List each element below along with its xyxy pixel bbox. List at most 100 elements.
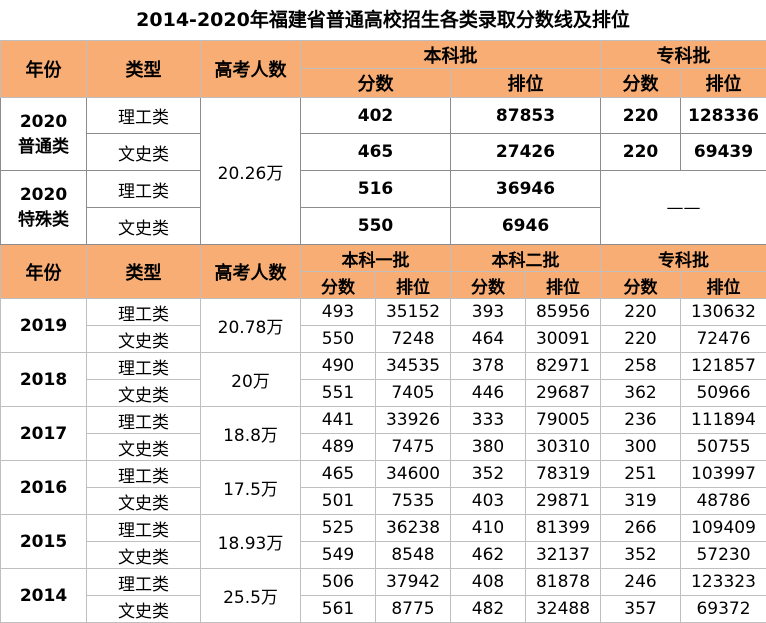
table-row: 文史类 551 7405 446 29687 362 50966 [1, 379, 766, 407]
bachelor-score: 550 [300, 207, 451, 245]
year-2020-special-cell: 2020 特殊类 [0, 170, 87, 245]
second-score: 380 [450, 433, 526, 461]
year-2020-normal-year: 2020 [19, 111, 68, 132]
header-year: 年份 [0, 40, 87, 98]
second-rank: 32137 [525, 541, 601, 569]
row-type: 理工类 [86, 298, 201, 326]
bachelor-score: 402 [300, 97, 451, 134]
junior-score: 220 [600, 133, 681, 171]
second-rank: 79005 [525, 406, 601, 434]
bachelor-score: 516 [300, 170, 451, 208]
second-score: 462 [450, 541, 526, 569]
row-type: 理工类 [86, 406, 201, 434]
first-rank: 33926 [375, 406, 451, 434]
first-score: 441 [300, 406, 376, 434]
header-junior-score: 分数 [600, 68, 681, 98]
row-type: 文史类 [86, 325, 201, 353]
row-type: 理工类 [86, 170, 201, 208]
second-rank: 81878 [525, 568, 601, 596]
first-rank: 34535 [375, 352, 451, 380]
junior-dash: —— [600, 170, 766, 245]
first-rank: 7475 [375, 433, 451, 461]
header-year: 年份 [0, 244, 87, 299]
candidates-cell: 20万 [200, 352, 301, 407]
first-rank: 7535 [375, 487, 451, 515]
second-score: 378 [450, 352, 526, 380]
table-row: 2014 理工类 25.5万 506 37942 408 81878 246 123323 [0, 568, 766, 623]
second-score: 446 [450, 379, 526, 407]
junior-score: 266 [600, 514, 681, 542]
table-row: 2016 理工类 17.5万 465 34600 352 78319 251 103997 [0, 460, 766, 515]
candidates-cell: 25.5万 [200, 568, 301, 623]
junior-rank: 123323 [680, 568, 766, 596]
first-rank: 7405 [375, 379, 451, 407]
year-2020-normal-cell: 2020 普通类 [0, 97, 87, 171]
header-junior: 专科批 [600, 40, 766, 69]
header-type: 类型 [86, 40, 201, 98]
junior-score: 300 [600, 433, 681, 461]
row-type: 文史类 [86, 541, 201, 569]
candidates-2020: 20.26万 [200, 97, 301, 245]
junior-score: 319 [600, 487, 681, 515]
header-score: 分数 [300, 271, 376, 299]
admission-score-table: 年份 类型 高考人数 本科批 专科批 分数 排位 分数 排位 2020 普通类 … [0, 40, 766, 623]
second-score: 408 [450, 568, 526, 596]
second-score: 333 [450, 406, 526, 434]
year-cell: 2018 [0, 352, 87, 407]
second-rank: 85956 [525, 298, 601, 326]
second-score: 403 [450, 487, 526, 515]
first-score: 549 [300, 541, 376, 569]
junior-rank: 57230 [680, 541, 766, 569]
first-score: 561 [300, 595, 376, 623]
bachelor-score: 465 [300, 133, 451, 171]
bachelor-rank: 36946 [450, 170, 601, 208]
header-bachelor-score: 分数 [300, 68, 451, 98]
second-rank: 30091 [525, 325, 601, 353]
header-rank: 排位 [680, 271, 766, 299]
second-score: 352 [450, 460, 526, 488]
header-rank: 排位 [375, 271, 451, 299]
header-bachelor: 本科批 [300, 40, 601, 69]
header-junior-rank: 排位 [680, 68, 766, 98]
second-rank: 29687 [525, 379, 601, 407]
junior-rank: 109409 [680, 514, 766, 542]
junior-score: 220 [600, 298, 681, 326]
header-candidates: 高考人数 [200, 244, 301, 299]
junior-rank: 121857 [680, 352, 766, 380]
bachelor-rank: 27426 [450, 133, 601, 171]
row-type: 文史类 [86, 595, 201, 623]
second-rank: 81399 [525, 514, 601, 542]
first-score: 506 [300, 568, 376, 596]
table-row: 2017 理工类 18.8万 441 33926 333 79005 236 111894 [0, 406, 766, 461]
table-title: 2014-2020年福建省普通高校招生各类录取分数线及排位 [136, 9, 630, 31]
junior-score: 352 [600, 541, 681, 569]
first-rank: 34600 [375, 460, 451, 488]
second-score: 410 [450, 514, 526, 542]
junior-rank: 72476 [680, 325, 766, 353]
table-row: 2019 理工类 20.78万 493 35152 393 85956 220 130632 [0, 298, 766, 353]
year-2020-normal-category: 普通类 [18, 136, 69, 157]
second-rank: 30310 [525, 433, 601, 461]
table-row: 文史类 501 7535 403 29871 319 48786 [1, 487, 766, 515]
year-cell: 2014 [0, 568, 87, 623]
junior-score: 236 [600, 406, 681, 434]
table-row: 文史类 489 7475 380 30310 300 50755 [1, 433, 766, 461]
row-type: 文史类 [86, 487, 201, 515]
header-second-batch: 本科二批 [450, 244, 601, 272]
candidates-cell: 18.93万 [200, 514, 301, 569]
first-score: 525 [300, 514, 376, 542]
table-row: 2015 理工类 18.93万 525 36238 410 81399 266 109409 [0, 514, 766, 569]
junior-rank: 50755 [680, 433, 766, 461]
candidates-cell: 20.78万 [200, 298, 301, 353]
row-type: 理工类 [86, 97, 201, 134]
bachelor-rank: 87853 [450, 97, 601, 134]
year-cell: 2016 [0, 460, 87, 515]
first-score: 550 [300, 325, 376, 353]
junior-score: 251 [600, 460, 681, 488]
junior-score: 246 [600, 568, 681, 596]
header-candidates: 高考人数 [200, 40, 301, 98]
first-rank: 8548 [375, 541, 451, 569]
row-type: 文史类 [86, 207, 201, 245]
first-rank: 37942 [375, 568, 451, 596]
junior-score: 220 [600, 97, 681, 134]
